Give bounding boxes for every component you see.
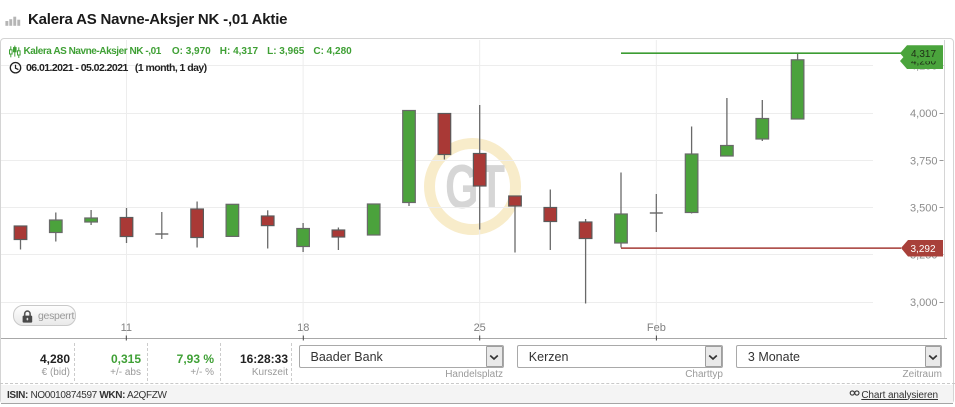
svg-text:3,750: 3,750 [910,155,938,167]
svg-text:4,280: 4,280 [911,57,936,68]
svg-text:4,317: 4,317 [911,49,936,60]
svg-text:4,000: 4,000 [910,108,938,120]
svg-text:25: 25 [474,322,486,334]
svg-text:3,500: 3,500 [910,202,938,214]
svg-text:3,000: 3,000 [910,297,938,309]
svg-text:18: 18 [297,322,309,334]
svg-text:Feb: Feb [647,322,666,334]
svg-text:11: 11 [121,322,132,334]
svg-text:3,292: 3,292 [910,244,935,255]
